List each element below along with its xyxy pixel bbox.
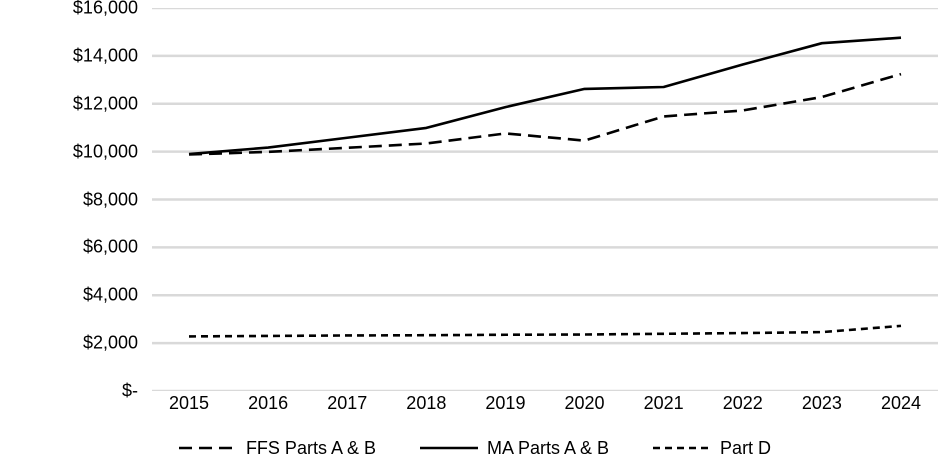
plot-svg: [152, 8, 938, 391]
plot-area: [152, 8, 938, 391]
x-axis-tick-labels: 2015 2016 2017 2018 2019 2020 2021 2022 2023 2024: [0, 393, 950, 421]
legend-line-swatch: [419, 441, 478, 455]
x-axis-tick-label: 2022: [722, 393, 763, 413]
x-axis-tick-label: 2017: [327, 393, 368, 413]
gridlines: [152, 8, 938, 391]
chart-legend: FFS Parts A & B MA Parts A & B Part D: [0, 431, 950, 465]
series-line: [188, 36, 902, 156]
legend-item[interactable]: Part D: [653, 438, 771, 459]
legend-line-swatch: [178, 441, 237, 455]
x-axis-tick-label: 2021: [643, 393, 684, 413]
x-axis-tick-label: 2016: [248, 393, 289, 413]
y-axis-tick-label: $12,000: [72, 93, 138, 114]
x-axis-tick-label: 2018: [406, 393, 447, 413]
y-axis-tick-label: $14,000: [72, 45, 138, 66]
legend-label: Part D: [720, 437, 772, 458]
y-axis-tick-label: $4,000: [82, 284, 138, 305]
x-axis-tick-label: 2023: [801, 393, 842, 413]
y-axis-tick-label: $-: [121, 380, 138, 401]
y-axis-tick-labels: $16,000 $14,000 $12,000 $10,000 $8,000 $6,000…: [36, 0, 146, 401]
legend-line-swatch: [653, 441, 712, 455]
x-axis-tick-label: 2024: [880, 393, 922, 413]
series-line: [188, 324, 902, 338]
series-lines: [188, 36, 902, 338]
legend-label: MA Parts A & B: [486, 437, 610, 458]
y-axis-tick-label: $10,000: [72, 141, 138, 162]
x-axis-tick-label: 2019: [485, 393, 526, 413]
y-axis-tick-label: $6,000: [82, 236, 138, 257]
legend-label: FFS Parts A & B: [245, 437, 376, 458]
x-axis-tick-label: 2015: [168, 393, 210, 413]
legend-item[interactable]: MA Parts A & B: [419, 437, 610, 459]
x-axis-tick-label: 2020: [564, 393, 605, 413]
y-axis-tick-label: $16,000: [72, 0, 138, 18]
y-axis-tick-label: $2,000: [82, 332, 138, 353]
legend-item[interactable]: FFS Parts A & B: [178, 437, 376, 459]
series-line: [188, 72, 902, 156]
y-axis-tick-label: $8,000: [82, 189, 138, 209]
